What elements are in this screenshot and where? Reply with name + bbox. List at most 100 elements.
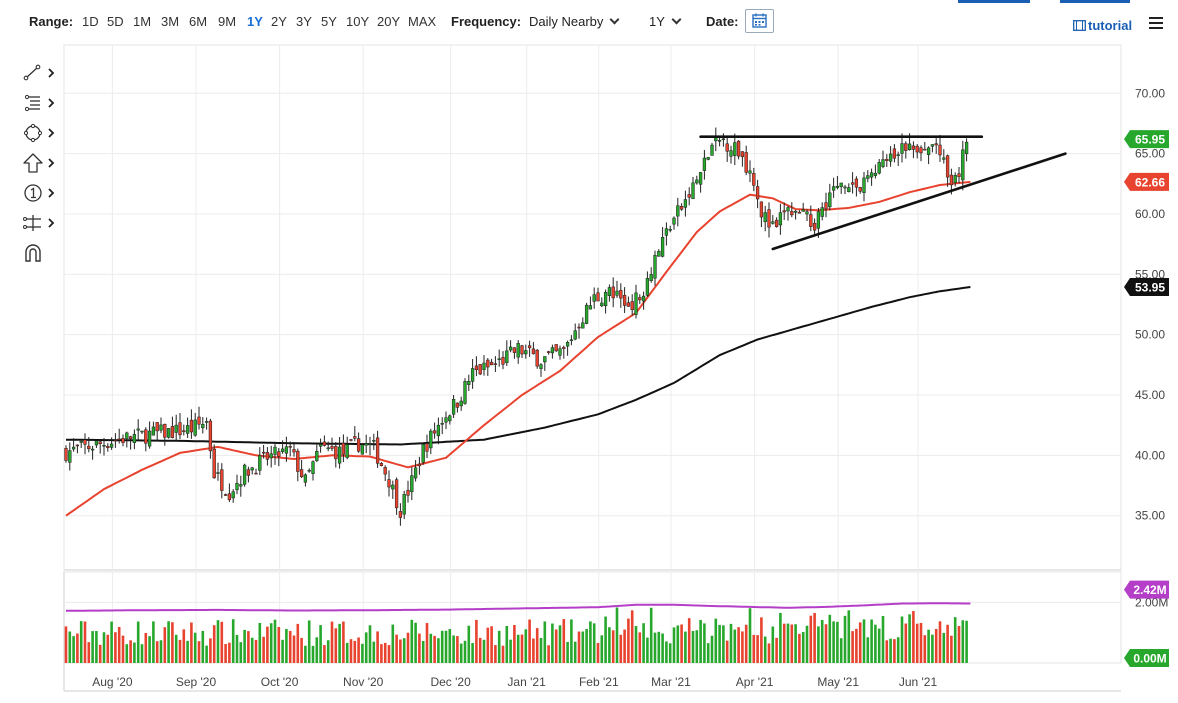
candle-body [440,423,444,425]
volume-bar [874,624,877,663]
candle-body [273,446,277,455]
value-badges: 65.95 62.66 53.95 2.42M 0.00M [1124,130,1169,667]
range-1y[interactable]: 1Y [247,14,263,29]
candle-body [558,348,562,356]
trendlines[interactable] [699,135,1067,251]
volume-bar [828,614,832,663]
volume-bar [399,639,402,663]
candle-body [337,446,342,464]
volume-bar [756,635,759,663]
volume-bar [630,610,634,663]
range-3m[interactable]: 3M [161,14,180,29]
candle-body [687,194,691,198]
candle-body [543,356,547,363]
volume-bar [288,630,292,663]
candle-body [159,424,163,431]
candle-body [539,364,543,369]
range-6m[interactable]: 6M [189,14,208,29]
candle-body [771,221,775,224]
volume-bar [368,625,372,663]
candle-body [717,140,722,142]
range-20y[interactable]: 20Y [377,14,401,29]
candle-body [467,381,471,385]
volume-bar [193,632,197,663]
candle-body [90,448,95,451]
candle-body [330,446,334,449]
volume-bar [516,634,520,663]
time-tick-label: Jun '21 [899,675,938,689]
range-max[interactable]: MAX [408,14,437,29]
volume-bar [672,627,676,663]
candle-body [653,254,657,279]
volume-bar [596,642,600,663]
candle-body [828,192,832,208]
tool-arrow[interactable] [20,152,60,174]
frequency-select[interactable]: Daily Nearby [529,14,620,30]
range-5y[interactable]: 5Y [321,14,337,29]
volume-bar [478,637,482,663]
volume-bar [862,619,866,663]
candle-body [258,455,262,471]
tutorial-link[interactable]: tutorial [1073,18,1132,33]
volume-bar [429,633,433,663]
range-2y[interactable]: 2Y [271,14,287,29]
volume-bar [832,621,835,663]
candle-body [877,162,881,174]
volume-bar [775,637,778,663]
measure-tool-icon [23,215,55,231]
arrow-tool-icon [23,153,55,173]
volume-bar [494,645,497,663]
volume-bar [178,639,182,663]
range-3y[interactable]: 3Y [296,14,312,29]
volume-bar [581,631,585,663]
candle-body [451,398,456,415]
candle-body [752,173,756,186]
candle-body [911,145,916,150]
candle-body [163,423,167,438]
volume-bar [809,615,813,663]
volume-bar [152,621,155,663]
tool-line[interactable] [20,62,60,84]
film-icon [1073,20,1086,31]
ma50-line [65,180,971,517]
candle-body [341,442,346,455]
candle-body [638,297,642,301]
tool-magnet[interactable] [20,242,60,264]
tool-fibonacci[interactable] [20,92,60,114]
candle-body [622,294,627,306]
candle-body [455,402,460,408]
volume-bar [467,625,471,663]
tool-annotation[interactable] [20,182,60,204]
range-5d[interactable]: 5D [107,14,124,29]
candle-body [417,463,422,467]
volume-bar [725,640,729,663]
tool-measure[interactable] [20,212,60,234]
volume-bar [330,621,334,663]
range-10y[interactable]: 10Y [346,14,370,29]
price-axis: 70.00 65.00 60.00 55.00 50.00 45.00 40.00 35.00… [1135,86,1168,609]
candle-body [436,424,441,437]
candle-body [486,359,490,368]
date-picker-button[interactable] [745,9,774,33]
volume-bar [163,627,167,663]
volume-bar [813,612,816,663]
volume-bar [277,626,281,663]
candle-body [398,511,403,518]
period-select[interactable]: 1Y [649,14,682,30]
candle-body [831,186,836,191]
volume-bar [319,625,322,663]
range-1m[interactable]: 1M [133,14,152,29]
hamburger-menu-icon[interactable] [1149,17,1163,29]
candle-body [413,467,418,479]
range-1d[interactable]: 1D [82,14,99,29]
volume-bar [820,619,824,663]
svg-text:2.42M: 2.42M [1133,583,1166,597]
tool-shape[interactable] [20,122,60,144]
candle-body [619,290,623,299]
candle-body [942,157,946,160]
candle-body [904,143,908,151]
price-tick-label: 45.00 [1135,388,1165,402]
range-9m[interactable]: 9M [218,14,237,29]
candle-body [915,145,919,153]
